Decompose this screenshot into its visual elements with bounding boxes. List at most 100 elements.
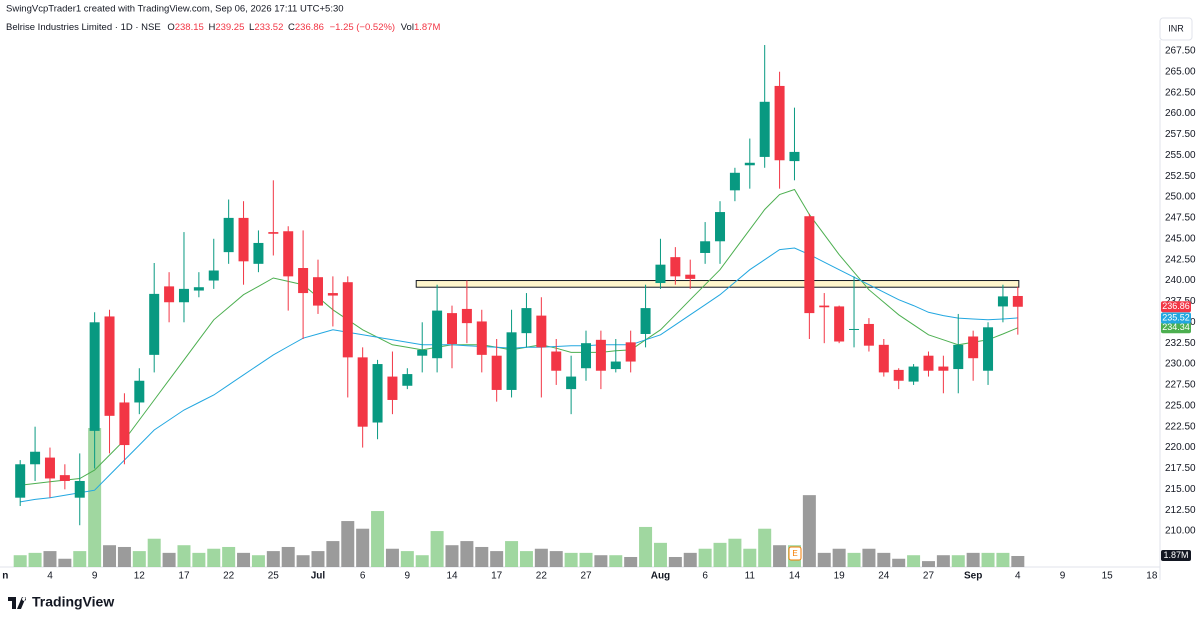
candle-body	[685, 274, 696, 279]
volume-bar	[385, 548, 399, 567]
candle-body	[625, 342, 636, 362]
y-tick-label: 257.50	[1165, 129, 1196, 140]
volume-bar	[817, 552, 831, 567]
y-tick-label: 255.00	[1165, 150, 1196, 161]
candle-body	[834, 306, 845, 342]
volume-bar	[921, 561, 935, 567]
candle-body	[729, 172, 740, 191]
volume-bar	[713, 542, 727, 567]
candle-body	[863, 323, 874, 346]
volume-bar	[892, 558, 906, 567]
x-tick-label: 18	[1146, 571, 1158, 582]
candle-body	[983, 327, 994, 371]
candle-body	[104, 316, 115, 416]
candle-body	[193, 287, 204, 291]
volume-bar	[341, 521, 355, 567]
candle-body	[178, 288, 189, 303]
candle-body	[878, 344, 889, 373]
candle-body	[938, 366, 949, 371]
volume-bar	[490, 551, 504, 567]
candle-body	[744, 162, 755, 166]
volume-bar	[624, 556, 638, 567]
candle-body	[491, 355, 502, 390]
candle-body	[164, 286, 175, 303]
volume-bar	[802, 495, 816, 567]
volume-bar	[758, 528, 772, 567]
y-tick-label: 245.00	[1165, 233, 1196, 244]
last-price-badge-bg	[1161, 301, 1191, 313]
close-prefix: C	[288, 22, 295, 33]
volume-bar	[773, 545, 787, 567]
brand-logo: TradingView	[8, 594, 114, 610]
candle-body	[849, 328, 860, 330]
currency-box[interactable]	[1159, 17, 1193, 41]
volume-bar	[58, 558, 72, 567]
volume-bar	[117, 546, 131, 567]
y-tick-label: 212.50	[1165, 505, 1196, 516]
volume-bar	[445, 545, 459, 567]
volume-bar	[683, 552, 697, 567]
candle-body	[506, 332, 517, 390]
volume-bar	[132, 551, 146, 567]
volume-bar	[609, 555, 623, 567]
high-value: 239.25	[215, 22, 244, 33]
candle-body	[819, 305, 830, 308]
open-prefix: O	[167, 22, 174, 33]
y-tick-label: 265.00	[1165, 66, 1196, 77]
y-tick-label: 230.00	[1165, 359, 1196, 370]
volume-bar	[564, 552, 578, 567]
earnings-marker[interactable]	[788, 546, 802, 561]
candle-body	[566, 376, 577, 390]
volume-bar	[147, 538, 161, 567]
x-tick-label: 9	[405, 571, 411, 582]
candle-body	[357, 357, 368, 427]
candle-body	[789, 151, 800, 162]
y-tick-label: 252.50	[1165, 171, 1196, 182]
last-price-badge: 236.86	[1162, 301, 1190, 311]
candle-body	[804, 216, 815, 314]
volume-bar	[698, 548, 712, 567]
candle-body	[581, 343, 592, 369]
price-zone	[415, 280, 1020, 288]
currency: INR	[1168, 23, 1184, 33]
volume-bar	[653, 542, 667, 567]
volume-bar	[996, 552, 1010, 567]
volume-bar	[936, 555, 950, 567]
x-tick-label: 6	[702, 571, 708, 582]
volume-bar	[594, 555, 608, 567]
volume-bar	[430, 531, 444, 567]
y-tick-label: 217.50	[1165, 463, 1196, 474]
volume-bar	[162, 552, 176, 567]
credit: SwingVcpTrader1 created with TradingView…	[6, 4, 344, 15]
ma-price-badge-bg	[1161, 312, 1191, 324]
candle-body	[774, 85, 785, 161]
candle-body	[59, 475, 70, 481]
volume-bar	[237, 552, 251, 567]
volume-bar	[281, 546, 295, 567]
y-tick-label: 220.00	[1165, 442, 1196, 453]
candle-body	[640, 308, 651, 334]
x-tick-label: 4	[47, 571, 53, 582]
volume-bar	[415, 555, 429, 567]
candle-body	[551, 351, 562, 371]
y-tick-label: 267.50	[1165, 45, 1196, 56]
volume-bar	[103, 545, 117, 567]
x-tick-label: 25	[268, 571, 280, 582]
x-tick-label: 9	[92, 571, 98, 582]
candle-body	[223, 217, 234, 253]
volume-bar	[371, 511, 385, 567]
candle-body	[208, 270, 219, 281]
volume-bar	[505, 541, 519, 567]
y-tick-label: 247.50	[1165, 213, 1196, 224]
candle-body	[15, 464, 26, 498]
high-prefix: H	[208, 22, 215, 33]
x-tick-label: 22	[223, 571, 235, 582]
moving-average-line	[20, 188, 1018, 486]
volume-bar	[13, 555, 27, 567]
volume-bar	[549, 551, 563, 567]
y-tick-label: 260.00	[1165, 108, 1196, 119]
volume-bar	[177, 545, 191, 567]
candle-body	[402, 374, 413, 386]
volume-bar	[251, 555, 265, 567]
y-tick-label: 222.50	[1165, 421, 1196, 432]
